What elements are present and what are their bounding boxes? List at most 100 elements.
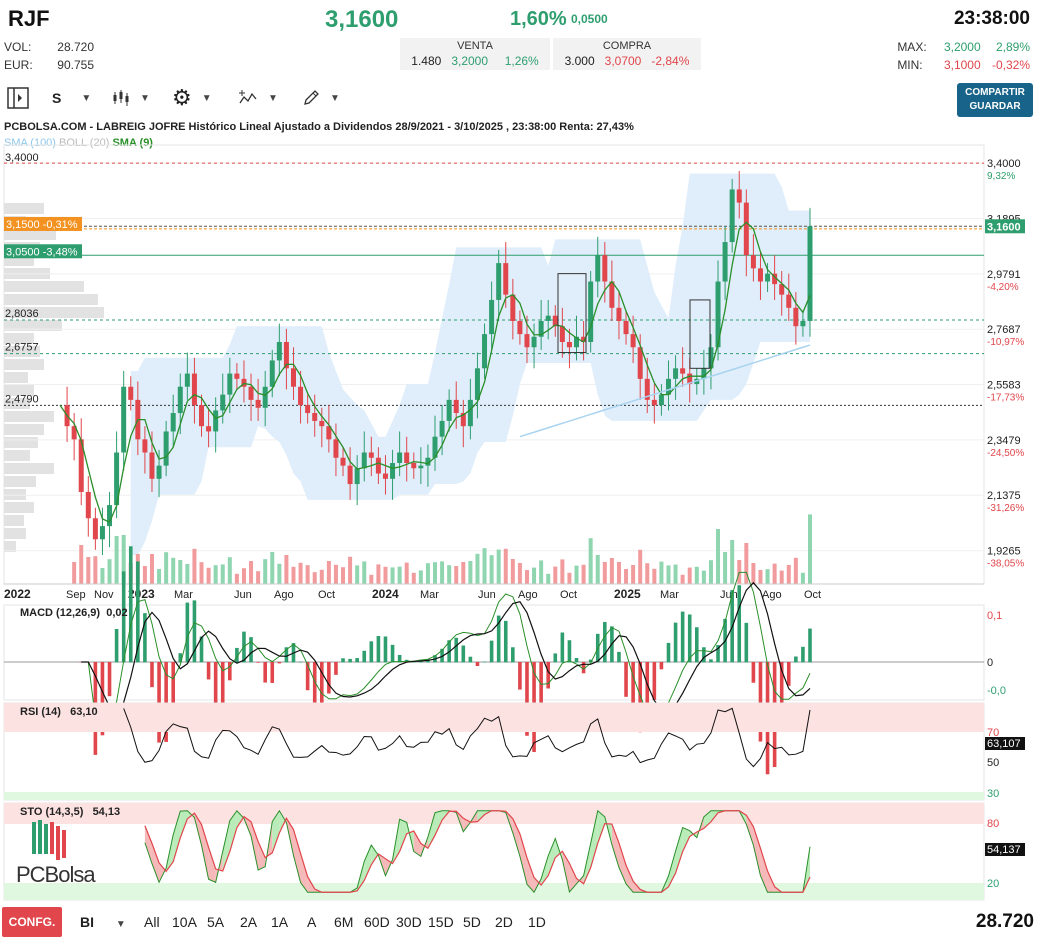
y-tick-label: 2,9791 — [987, 269, 1021, 281]
legend-sma9[interactable]: SMA (9) — [112, 137, 153, 149]
x-tick-label: Nov — [94, 589, 114, 601]
y-tick-pct-label: -31,26% — [987, 503, 1024, 514]
candle-body — [680, 368, 686, 374]
volume-bar — [93, 556, 98, 584]
x-tick-label: Mar — [660, 589, 679, 601]
sto-fill — [180, 810, 188, 838]
macd-hist-bar — [709, 659, 713, 663]
macd-hist-bar — [206, 662, 211, 680]
drawing-select[interactable]: ▼ — [302, 86, 340, 110]
volume-bar — [489, 555, 494, 584]
macd-hist-bar — [744, 622, 749, 663]
volume-bar — [440, 561, 445, 584]
legend-boll[interactable]: BOLL (20) — [59, 137, 110, 149]
rsi-line — [123, 707, 811, 768]
range-button-2a[interactable]: 2A — [240, 914, 258, 930]
candle-body — [347, 465, 353, 485]
volume-bar — [624, 569, 629, 584]
candle-body — [467, 399, 473, 427]
range-button-5d[interactable]: 5D — [463, 914, 481, 930]
candle-body — [743, 202, 749, 256]
macd-hist-bar — [673, 622, 678, 663]
range-button-5a[interactable]: 5A — [207, 914, 225, 930]
volume-bar — [433, 562, 437, 584]
volume-bar — [199, 562, 204, 584]
candle-body — [71, 426, 77, 440]
sidebar-toggle-button[interactable] — [6, 86, 30, 110]
settings-select[interactable]: ⚙ ▼ — [172, 86, 212, 110]
macd-hist-bar — [171, 662, 176, 708]
volume-bar — [645, 563, 650, 584]
min-pct: -0,32% — [991, 58, 1030, 72]
macd-hist-bar — [143, 613, 147, 663]
macd-hist-bar — [617, 651, 621, 663]
range-button-1d[interactable]: 1D — [528, 914, 546, 930]
range-button-10a[interactable]: 10A — [172, 914, 197, 930]
range-button-6m[interactable]: 6M — [334, 914, 354, 930]
range-button-1a[interactable]: 1A — [271, 914, 289, 930]
sto-fill — [590, 810, 598, 868]
sto-fill — [611, 824, 619, 868]
candle-body — [503, 263, 509, 295]
volume-bar — [411, 572, 416, 584]
sto-title: STO (14,3,5) — [20, 806, 84, 818]
chart-type-select[interactable]: ▼ — [112, 86, 150, 110]
y-tick-pct-label: -38,05% — [987, 559, 1024, 570]
volume-profile-bar — [4, 359, 44, 370]
sto-fill — [173, 811, 181, 862]
candle-body — [99, 526, 105, 540]
macd-hist-bar — [390, 644, 395, 663]
chart-legend: SMA (100) BOLL (20) SMA (9) — [4, 137, 153, 149]
candle-body — [312, 413, 318, 421]
range-button-all[interactable]: All — [144, 914, 160, 930]
sto-fill — [208, 847, 216, 883]
volume-bar — [546, 573, 551, 584]
volume-bar — [765, 569, 770, 584]
indicators-select[interactable]: ▼ — [238, 86, 278, 110]
volume-bar — [284, 555, 289, 584]
macd-hist-bar — [298, 661, 303, 663]
volume-total: 28.720 — [975, 911, 1034, 932]
volume-profile-bar — [4, 372, 28, 383]
macd-hist-bar — [468, 656, 473, 663]
volume-bar — [355, 565, 360, 584]
volume-bar — [793, 557, 798, 584]
share-save-button[interactable]: COMPARTIR GUARDAR — [957, 83, 1033, 117]
range-button-2d[interactable]: 2D — [495, 914, 513, 930]
macd-hist-bar — [546, 662, 551, 689]
range-button-60d[interactable]: 60D — [364, 914, 390, 930]
volume-bar — [369, 574, 374, 584]
range-button-30d[interactable]: 30D — [396, 914, 422, 930]
range-button-a[interactable]: A — [307, 914, 317, 930]
volume-bar — [107, 559, 112, 584]
candle-body — [234, 373, 240, 379]
sto-fill — [151, 843, 160, 883]
sto-fill — [526, 857, 535, 893]
volume-bar — [121, 535, 126, 584]
macd-hist-bar — [440, 648, 444, 663]
macd-hist-bar — [638, 662, 642, 733]
period-select[interactable]: S ▼ — [52, 86, 91, 110]
candle-body — [107, 505, 113, 527]
price-chart[interactable]: 3,40003,18952,97912,76872,55832,34792,13… — [0, 0, 1048, 905]
x-tick-label: 2023 — [128, 587, 155, 601]
range-button-15d[interactable]: 15D — [428, 914, 454, 930]
sto-overbought-zone — [4, 803, 984, 824]
legend-sma100[interactable]: SMA (100) — [4, 137, 56, 149]
volume-bar — [532, 567, 537, 584]
candle-body — [722, 242, 728, 282]
macd-hist-bar — [503, 620, 508, 663]
compra-price: 3,0700 — [604, 54, 642, 68]
candle-body — [757, 268, 763, 282]
y-tick-label: 2,7687 — [987, 324, 1021, 336]
candle-body — [382, 473, 388, 479]
config-button[interactable]: CONFG. — [2, 907, 62, 937]
macd-hist-bar — [369, 641, 374, 663]
volume-value: 28.720 — [57, 40, 94, 54]
volume-bar — [588, 538, 593, 584]
volume-bar — [298, 562, 303, 584]
macd-tick: 0,1 — [987, 610, 1002, 622]
mode-select[interactable]: BI ▼ — [80, 914, 126, 930]
macd-hist-bar — [376, 636, 381, 663]
volume-profile-bar — [4, 398, 30, 409]
